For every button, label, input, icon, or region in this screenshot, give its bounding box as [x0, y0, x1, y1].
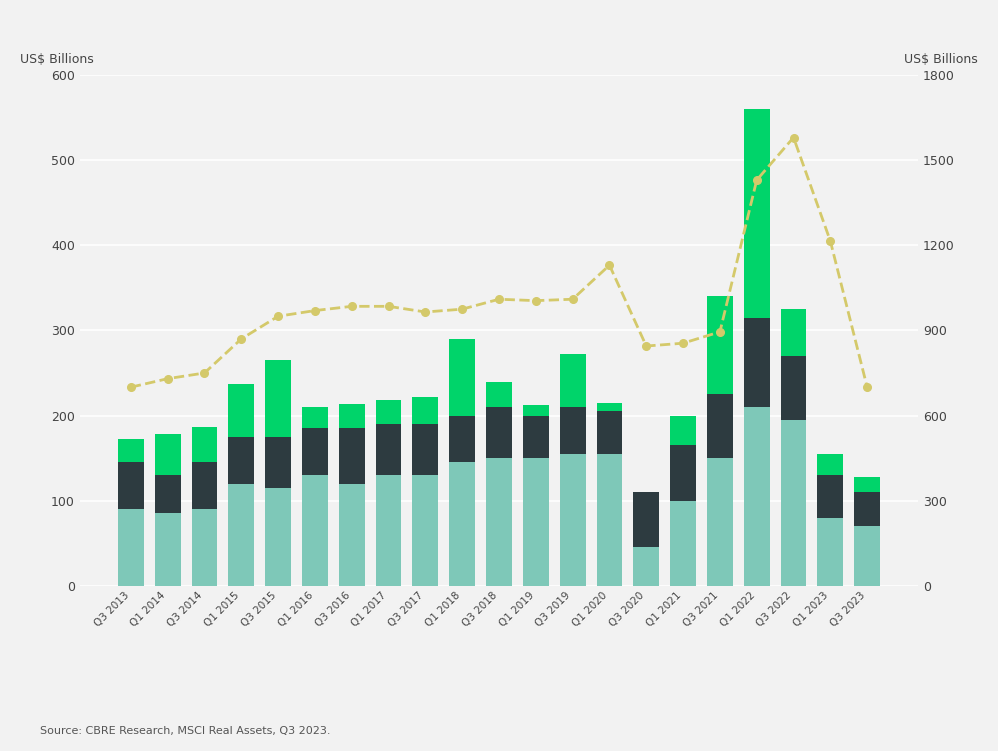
Bar — [265, 488, 291, 586]
Bar — [671, 445, 696, 501]
Bar — [634, 492, 659, 547]
Bar — [671, 415, 696, 445]
Text: Source: CBRE Research, MSCI Real Assets, Q3 2023.: Source: CBRE Research, MSCI Real Assets,… — [40, 726, 330, 736]
Bar — [486, 407, 512, 458]
Bar — [523, 415, 549, 458]
Bar — [412, 424, 438, 475]
Bar — [302, 475, 327, 586]
Bar — [523, 406, 549, 415]
Bar — [707, 297, 733, 394]
Bar — [155, 434, 181, 475]
Bar — [302, 428, 327, 475]
Bar — [780, 356, 806, 420]
Bar — [854, 477, 880, 492]
Bar — [265, 360, 291, 437]
Text: US$ Billions: US$ Billions — [20, 53, 94, 65]
Bar — [302, 407, 327, 428]
Bar — [597, 403, 623, 412]
Bar — [560, 354, 586, 407]
Bar — [744, 407, 769, 586]
Bar — [339, 428, 364, 484]
Bar — [817, 475, 843, 517]
Bar — [192, 463, 218, 509]
Bar — [744, 318, 769, 407]
Bar — [375, 424, 401, 475]
Bar — [560, 454, 586, 586]
Bar — [412, 397, 438, 424]
Bar — [597, 412, 623, 454]
Bar — [412, 475, 438, 586]
Bar — [339, 484, 364, 586]
Bar — [449, 463, 475, 586]
Bar — [744, 109, 769, 318]
Bar — [229, 384, 254, 437]
Bar — [229, 484, 254, 586]
Bar — [229, 437, 254, 484]
Bar — [780, 420, 806, 586]
Bar — [707, 394, 733, 458]
Bar — [265, 437, 291, 488]
Bar — [192, 509, 218, 586]
Bar — [707, 458, 733, 586]
Text: US$ Billions: US$ Billions — [904, 53, 978, 65]
Bar — [375, 475, 401, 586]
Bar — [375, 400, 401, 424]
Bar — [449, 339, 475, 415]
Bar — [486, 458, 512, 586]
Bar — [192, 427, 218, 463]
Bar — [817, 454, 843, 475]
Bar — [854, 526, 880, 586]
Bar — [560, 407, 586, 454]
Bar — [449, 415, 475, 463]
Bar — [118, 439, 144, 463]
Bar — [118, 509, 144, 586]
Bar — [634, 547, 659, 586]
Bar — [671, 501, 696, 586]
Bar — [155, 475, 181, 514]
Legend: Americas (L), EMEA (L), APAC (L), 4-QTR Moving Total (R): Americas (L), EMEA (L), APAC (L), 4-QTR … — [259, 750, 739, 751]
Bar — [854, 492, 880, 526]
Bar — [118, 463, 144, 509]
Bar — [486, 382, 512, 407]
Bar — [817, 517, 843, 586]
Bar — [780, 309, 806, 356]
Bar — [155, 514, 181, 586]
Bar — [339, 405, 364, 428]
Bar — [523, 458, 549, 586]
Bar — [597, 454, 623, 586]
